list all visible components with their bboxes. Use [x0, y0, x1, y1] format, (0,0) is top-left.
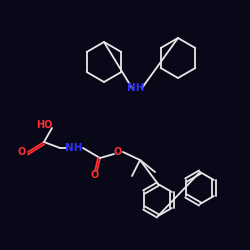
Text: O: O — [18, 147, 26, 157]
Text: O: O — [91, 170, 99, 180]
Text: HO: HO — [36, 120, 52, 130]
Text: NH: NH — [127, 83, 145, 93]
Text: NH: NH — [65, 143, 83, 153]
Text: O: O — [114, 147, 122, 157]
